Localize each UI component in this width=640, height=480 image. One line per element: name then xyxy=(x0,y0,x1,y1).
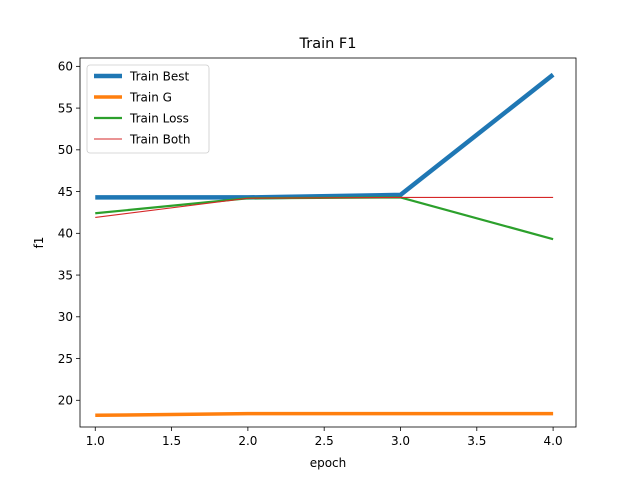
legend-label: Train Both xyxy=(129,132,191,146)
x-tick-label: 2.0 xyxy=(238,434,257,448)
y-axis: 20 25 30 35 40 45 50 55 60 xyxy=(58,60,80,408)
series-layer xyxy=(95,72,555,418)
x-tick-label: 1.5 xyxy=(162,434,181,448)
x-tick-label: 3.0 xyxy=(391,434,410,448)
chart-title: Train F1 xyxy=(299,36,357,52)
legend-label: Train Best xyxy=(129,69,189,83)
y-tick-label: 55 xyxy=(58,101,73,115)
y-tick-label: 20 xyxy=(58,394,73,408)
y-tick-label: 50 xyxy=(58,143,73,157)
legend-box xyxy=(86,64,210,154)
y-tick-label: 25 xyxy=(58,352,73,366)
x-tick-label: 4.0 xyxy=(544,434,563,448)
plot-frame xyxy=(79,57,577,428)
x-tick-label: 2.5 xyxy=(315,434,334,448)
legend-label: Train G xyxy=(129,90,172,104)
y-tick-label: 35 xyxy=(58,268,73,282)
legend-label: Train Loss xyxy=(129,111,189,125)
y-tick-label: 30 xyxy=(58,310,73,324)
legend: Train Best Train G Train Loss Train Both xyxy=(86,64,210,154)
y-tick-label: 60 xyxy=(58,60,73,74)
x-tick-label: 3.5 xyxy=(467,434,486,448)
series-line-train-both xyxy=(95,196,554,218)
y-tick-label: 45 xyxy=(58,185,73,199)
x-axis: 1.0 1.5 2.0 2.5 3.0 3.5 4.0 xyxy=(86,427,563,448)
series-line-train-g xyxy=(95,411,554,418)
y-tick-label: 40 xyxy=(58,227,73,241)
x-tick-label: 1.0 xyxy=(86,434,105,448)
y-axis-label: f1 xyxy=(32,237,46,249)
x-axis-label: epoch xyxy=(310,456,347,470)
series-line-train-best xyxy=(95,72,555,200)
